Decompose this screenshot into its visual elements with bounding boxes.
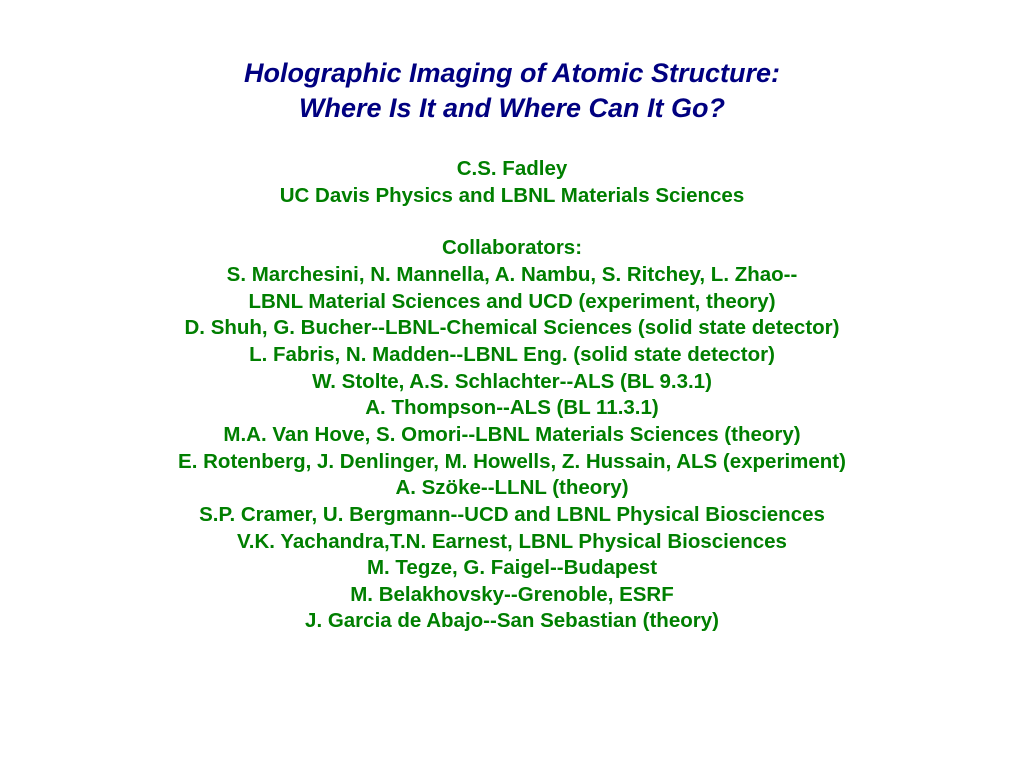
collaborator-line: M. Belakhovsky--Grenoble, ESRF xyxy=(0,582,1024,609)
collaborator-line: M.A. Van Hove, S. Omori--LBNL Materials … xyxy=(0,422,1024,449)
slide-body: C.S. Fadley UC Davis Physics and LBNL Ma… xyxy=(0,156,1024,635)
collaborator-line: E. Rotenberg, J. Denlinger, M. Howells, … xyxy=(0,449,1024,476)
collaborator-line: M. Tegze, G. Faigel--Budapest xyxy=(0,555,1024,582)
collaborator-line: D. Shuh, G. Bucher--LBNL-Chemical Scienc… xyxy=(0,315,1024,342)
collaborator-line: LBNL Material Sciences and UCD (experime… xyxy=(0,289,1024,316)
collaborator-line: S. Marchesini, N. Mannella, A. Nambu, S.… xyxy=(0,262,1024,289)
collaborators-heading: Collaborators: xyxy=(0,235,1024,262)
collaborator-line: V.K. Yachandra,T.N. Earnest, LBNL Physic… xyxy=(0,529,1024,556)
collaborator-line: L. Fabris, N. Madden--LBNL Eng. (solid s… xyxy=(0,342,1024,369)
author-name: C.S. Fadley xyxy=(0,156,1024,183)
collaborator-line: A. Szöke--LLNL (theory) xyxy=(0,475,1024,502)
spacer xyxy=(0,209,1024,235)
collaborator-line: W. Stolte, A.S. Schlachter--ALS (BL 9.3.… xyxy=(0,369,1024,396)
title-line-2: Where Is It and Where Can It Go? xyxy=(0,91,1024,126)
author-affiliation: UC Davis Physics and LBNL Materials Scie… xyxy=(0,183,1024,210)
collaborator-line: S.P. Cramer, U. Bergmann--UCD and LBNL P… xyxy=(0,502,1024,529)
title-line-1: Holographic Imaging of Atomic Structure: xyxy=(0,56,1024,91)
collaborator-line: A. Thompson--ALS (BL 11.3.1) xyxy=(0,395,1024,422)
slide-title: Holographic Imaging of Atomic Structure:… xyxy=(0,56,1024,126)
slide: Holographic Imaging of Atomic Structure:… xyxy=(0,0,1024,768)
collaborator-line: J. Garcia de Abajo--San Sebastian (theor… xyxy=(0,608,1024,635)
